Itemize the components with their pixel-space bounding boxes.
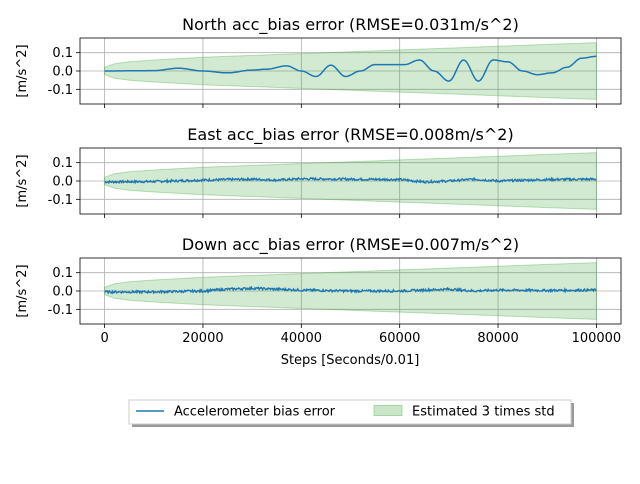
legend-box [128, 399, 572, 425]
subplot-1: East acc_bias error (RMSE=0.008m/s^2) 0.1… [15, 125, 622, 218]
x-tick-label: 80000 [477, 331, 518, 346]
std-band [104, 152, 597, 210]
subplots: North acc_bias error (RMSE=0.031m/s^2) 0.… [15, 15, 622, 346]
x-axis-label: Steps [Seconds/0.01] [281, 353, 420, 368]
subplot-title: East acc_bias error (RMSE=0.008m/s^2) [187, 125, 513, 145]
x-tick-label: 20000 [182, 331, 223, 346]
x-tick-label: 40000 [281, 331, 322, 346]
y-axis-label: [m/s^2] [15, 264, 30, 317]
bias-error-line [104, 176, 597, 185]
y-axis-label: [m/s^2] [15, 44, 30, 97]
x-tick-label: 60000 [379, 331, 420, 346]
y-tick-label: 0.0 [52, 285, 73, 300]
y-tick-label: 0.1 [52, 156, 73, 171]
legend-patch-swatch [373, 405, 403, 416]
subplot-2: Down acc_bias error (RMSE=0.007m/s^2) 0.1… [15, 235, 622, 346]
bias-error-line [104, 285, 597, 295]
x-tick-label: 100000 [572, 331, 622, 346]
y-tick-label: -0.1 [48, 193, 73, 208]
legend: Accelerometer bias error Estimated 3 tim… [128, 399, 574, 427]
y-tick-label: -0.1 [48, 83, 73, 98]
bias-error-line [104, 55, 597, 82]
y-tick-label: 0.1 [52, 266, 73, 281]
y-tick-label: -0.1 [48, 303, 73, 318]
y-axis-label: [m/s^2] [15, 154, 30, 207]
subplot-title: Down acc_bias error (RMSE=0.007m/s^2) [182, 235, 519, 255]
y-tick-label: 0.1 [52, 46, 73, 61]
y-tick-label: 0.0 [52, 175, 73, 190]
subplot-0: North acc_bias error (RMSE=0.031m/s^2) 0.… [15, 15, 622, 108]
subplot-title: North acc_bias error (RMSE=0.031m/s^2) [182, 15, 519, 35]
y-tick-label: 0.0 [52, 65, 73, 80]
x-tick-label: 0 [100, 331, 108, 346]
std-band [104, 42, 597, 100]
legend-label-bias-error: Accelerometer bias error [174, 405, 336, 420]
legend-label-std: Estimated 3 times std [412, 405, 555, 420]
